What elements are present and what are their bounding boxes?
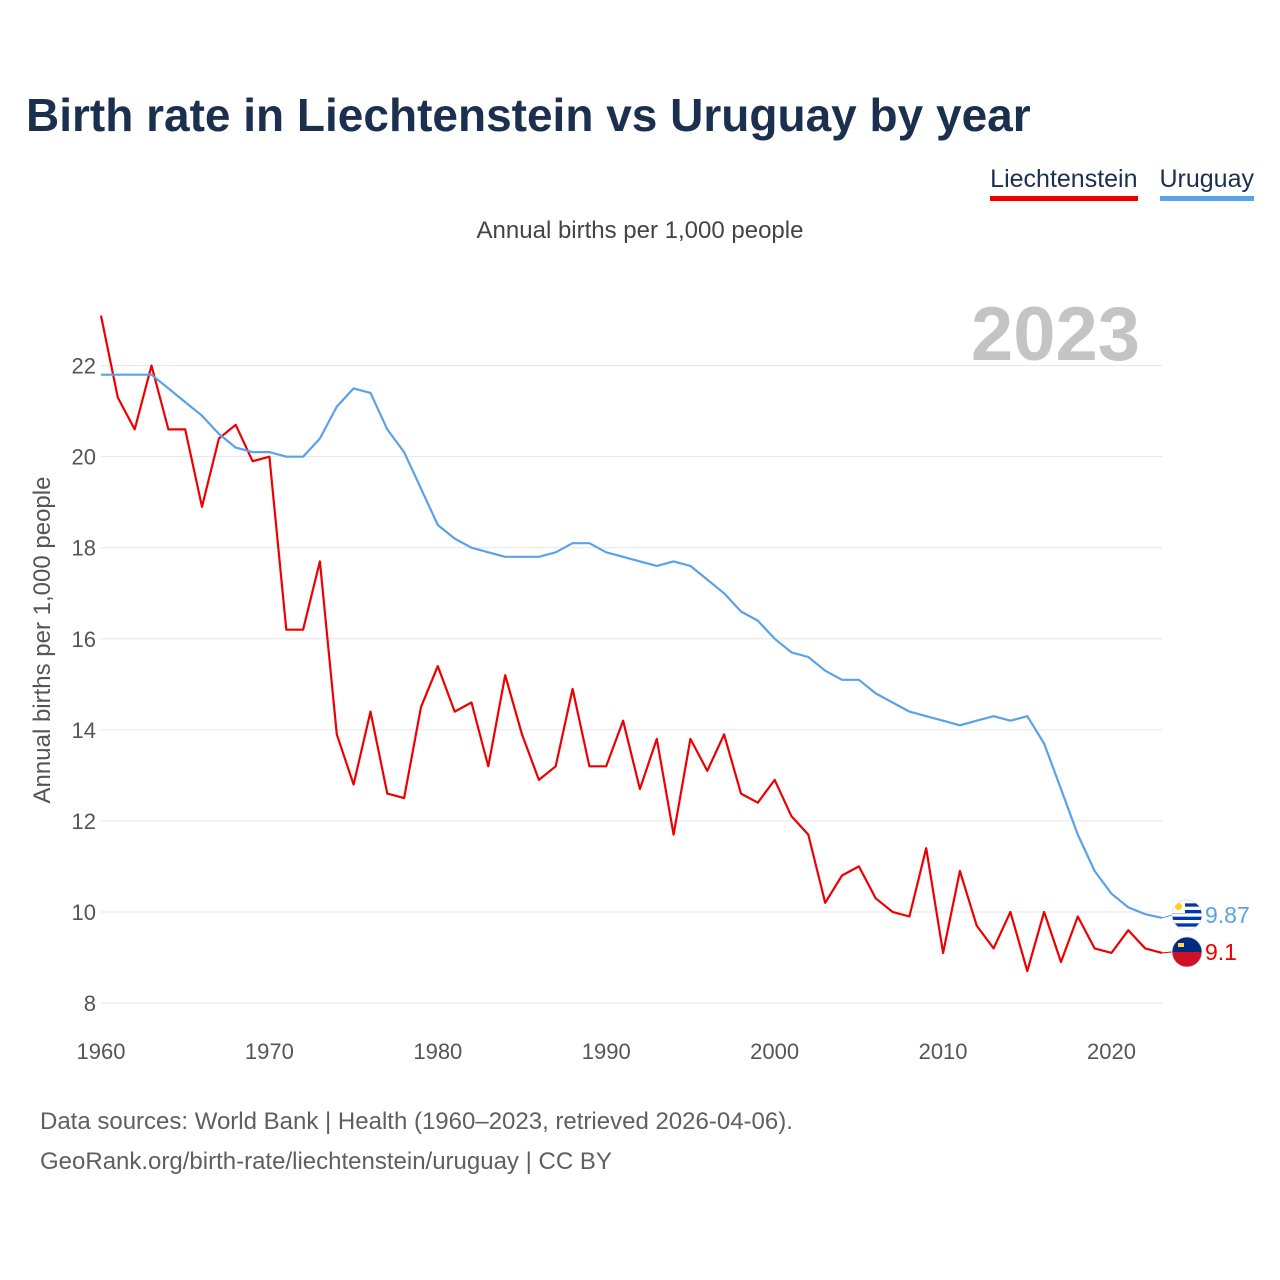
series-uruguay[interactable] xyxy=(100,373,1163,919)
chart-subtitle: Annual births per 1,000 people xyxy=(476,217,804,244)
y-tick-label-16: 16 xyxy=(72,627,96,652)
y-axis-title: Annual births per 1,000 people xyxy=(29,477,56,804)
chart-title: Birth rate in Liechtenstein vs Uruguay b… xyxy=(26,89,1031,141)
x-tick-label-1960: 1960 xyxy=(77,1039,126,1064)
legend: Liechtenstein Uruguay xyxy=(990,165,1254,201)
legend-item-liechtenstein[interactable]: Liechtenstein xyxy=(990,165,1138,201)
x-tick-label-1980: 1980 xyxy=(413,1039,462,1064)
flag-liechtenstein-icon xyxy=(1171,936,1203,968)
y-tick-label-20: 20 xyxy=(72,445,96,470)
flag-uruguay-icon xyxy=(1171,899,1203,931)
y-tick-label-14: 14 xyxy=(72,718,96,743)
x-tick-label-2000: 2000 xyxy=(750,1039,799,1064)
footer-url[interactable]: GeoRank.org/birth-rate/liechtenstein/uru… xyxy=(40,1148,612,1175)
plot-area: 2023 Annual births per 1,000 people 8 10 1… xyxy=(29,292,1250,1064)
y-tick-label-10: 10 xyxy=(72,900,96,925)
series-line-uruguay[interactable] xyxy=(101,373,1163,919)
y-tick-label-12: 12 xyxy=(72,809,96,834)
end-connector-uruguay xyxy=(1161,914,1173,919)
series-liechtenstein[interactable] xyxy=(99,315,1163,973)
end-label-uruguay: 9.87 xyxy=(1205,902,1250,928)
end-connector-liechtenstein xyxy=(1161,951,1173,954)
footer-source: Data sources: World Bank | Health (1960–… xyxy=(40,1108,793,1135)
end-label-liechtenstein: 9.1 xyxy=(1205,939,1237,965)
x-tick-label-1990: 1990 xyxy=(582,1039,631,1064)
x-tick-label-1970: 1970 xyxy=(245,1039,294,1064)
legend-item-uruguay[interactable]: Uruguay xyxy=(1159,165,1254,201)
y-tick-label-22: 22 xyxy=(72,354,96,379)
x-tick-label-2010: 2010 xyxy=(919,1039,968,1064)
x-tick-label-2020: 2020 xyxy=(1087,1039,1136,1064)
year-watermark: 2023 xyxy=(971,292,1140,377)
series-line-liechtenstein[interactable] xyxy=(99,315,1163,973)
y-tick-label-8: 8 xyxy=(84,991,96,1016)
y-tick-label-18: 18 xyxy=(72,536,96,561)
